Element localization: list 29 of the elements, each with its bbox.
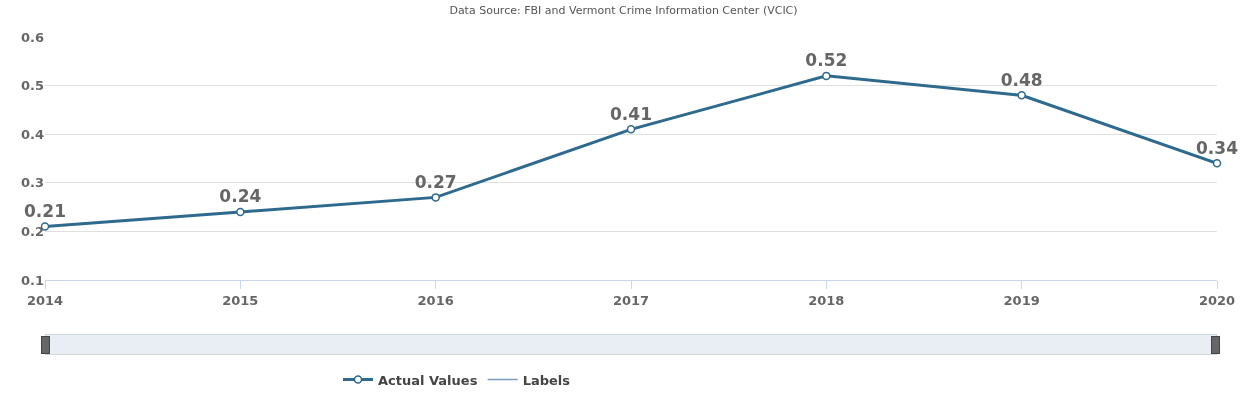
x-tick-label: 2018: [808, 292, 845, 308]
x-tick-label: 2019: [1003, 292, 1040, 308]
x-tick-label: 2020: [1198, 292, 1236, 308]
y-tick-label: 0.3: [20, 175, 44, 191]
y-tick-label: 0.2: [20, 223, 44, 239]
data-label: 0.41: [610, 103, 652, 124]
legend-label: Labels: [522, 372, 571, 388]
data-label: 0.52: [805, 50, 848, 71]
data-label: 0.34: [1196, 137, 1239, 158]
point: [822, 71, 831, 81]
x-tick-label: 2014: [26, 292, 64, 308]
chart-title: Data Source: FBI and Vermont Crime Information Center (VCIC): [449, 3, 798, 17]
data-label: 0.24: [219, 186, 262, 207]
y-tick-label: 0.5: [20, 78, 44, 94]
point: [236, 207, 245, 217]
data-label: 0.27: [414, 171, 457, 192]
point: [1212, 159, 1222, 168]
y-tick-label: 0.4: [20, 126, 44, 142]
legend-label: Actual Values: [378, 372, 478, 388]
x-tick-label: 2017: [612, 292, 650, 308]
data-label: 0.21: [24, 200, 66, 221]
point: [1017, 91, 1026, 100]
data-label: 0.48: [1000, 69, 1043, 90]
point: [626, 125, 636, 134]
y-tick-label: 0.1: [20, 272, 44, 288]
point: [431, 193, 440, 202]
x-tick-label: 2016: [417, 292, 454, 308]
y-tick-label: 0.6: [20, 29, 44, 45]
x-tick-label: 2015: [222, 292, 259, 308]
